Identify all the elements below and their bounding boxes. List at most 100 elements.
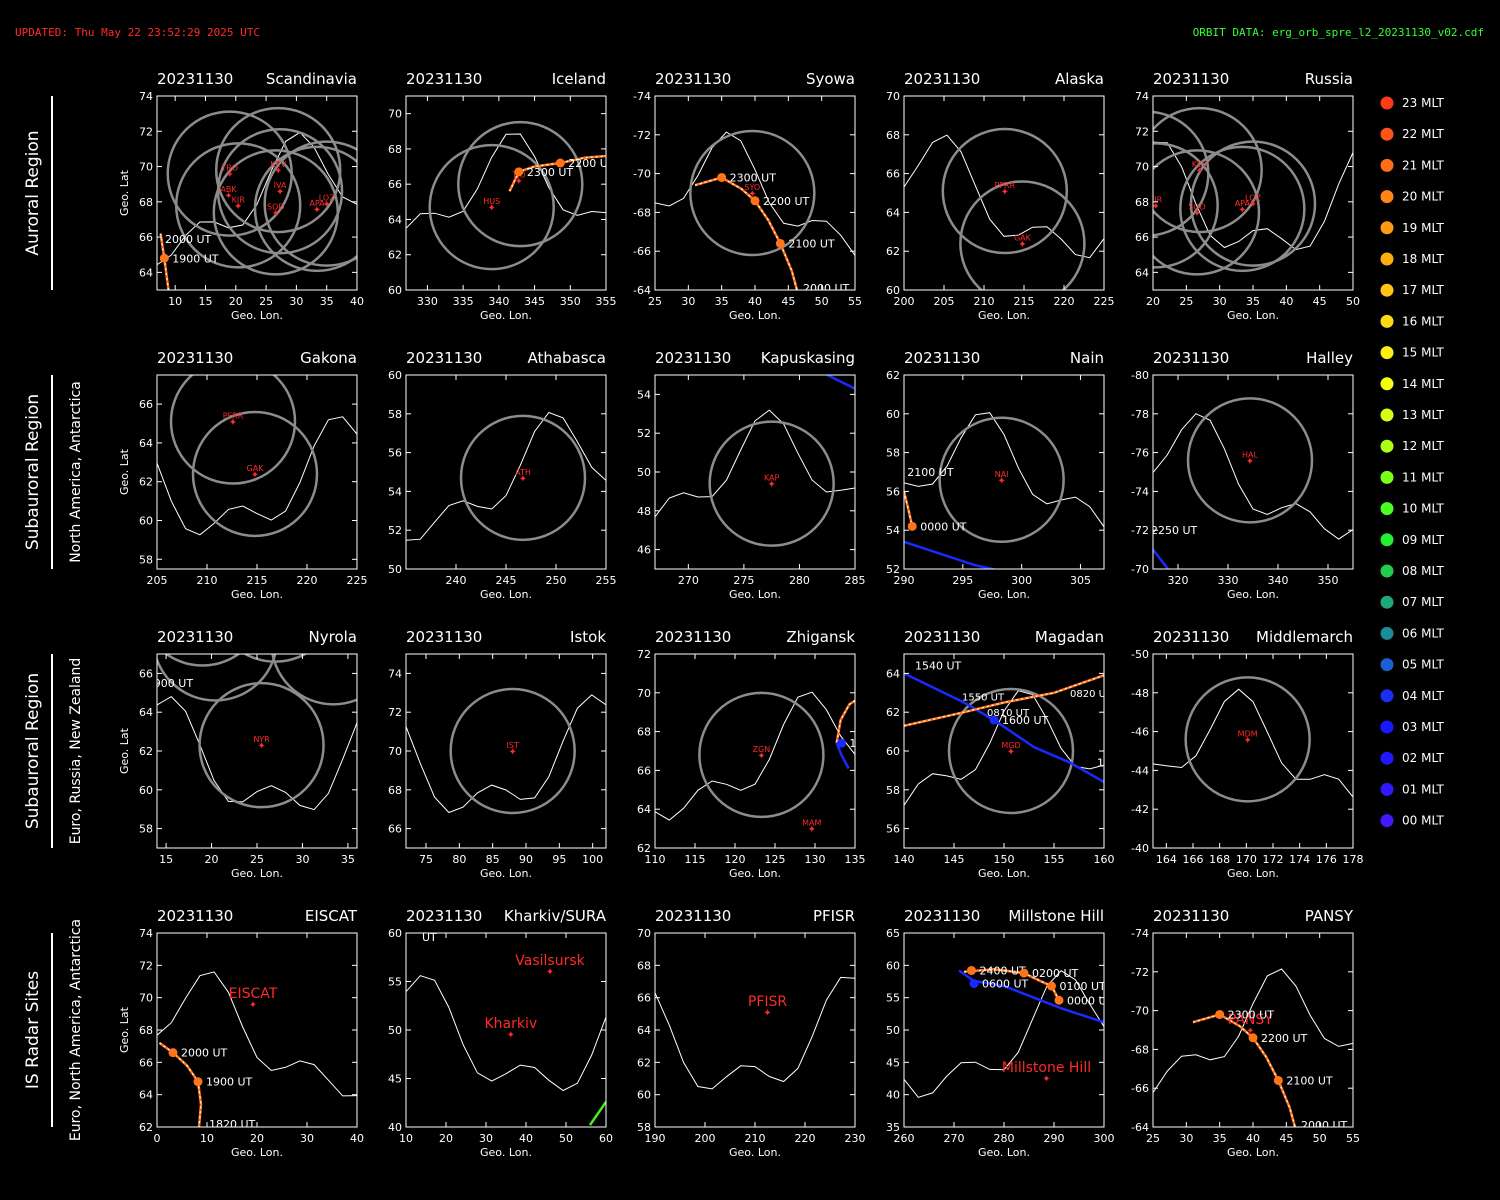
- x-tick-label: 260: [894, 1132, 915, 1145]
- y-tick-label: 35: [886, 1121, 900, 1134]
- coastline: [406, 694, 606, 814]
- legend-label: 02 MLT: [1402, 751, 1444, 765]
- x-tick-label: 225: [1094, 295, 1115, 308]
- x-tick-label: 335: [453, 295, 474, 308]
- y-tick-label: 62: [637, 842, 651, 855]
- x-tick-label: 220: [795, 1132, 816, 1145]
- x-tick-label: 205: [934, 295, 955, 308]
- legend-item: 14 MLT: [1380, 377, 1444, 391]
- station-marker: ✦: [515, 177, 523, 188]
- row-label-group: Subauroral Region North America, Antarcti…: [23, 375, 84, 569]
- station-marker: ✦: [224, 191, 232, 202]
- coastline: [157, 971, 357, 1097]
- satellite-track-orange-dots: [904, 674, 1104, 727]
- y-axis-label: Geo. Lat: [118, 727, 131, 774]
- y-tick-label: 60: [886, 408, 900, 421]
- x-tick-label: 220: [1054, 295, 1075, 308]
- station-label: KEV: [1192, 160, 1208, 169]
- panel-title: PANSY: [1305, 907, 1354, 925]
- station-label: LOZ: [319, 194, 335, 203]
- satellite-track-blue: [835, 742, 850, 770]
- panel-title: Gakona: [300, 349, 357, 367]
- x-tick-label: 100: [582, 853, 603, 866]
- map-panel: 20231130 Athabasca ✦ATH 240 245 250 255 50 52 54 5…: [388, 349, 617, 601]
- legend-label: 19 MLT: [1402, 221, 1444, 235]
- y-tick-label: 48: [637, 505, 651, 518]
- fov-circle: [164, 654, 241, 667]
- panel-title: PFISR: [813, 907, 855, 925]
- panel-plot-area: ✦KIR✦SOD✦KEV✦LOZ✦APA: [1149, 106, 1353, 276]
- x-tick-label: 40: [350, 1132, 364, 1145]
- station-marker: ✦: [234, 201, 242, 212]
- x-axis-label: Geo. Lon.: [978, 309, 1030, 322]
- panel-date: 20231130: [904, 907, 980, 925]
- x-tick-label: 340: [488, 295, 509, 308]
- x-tick-label: 245: [496, 574, 517, 587]
- x-tick-label: 320: [1168, 574, 1189, 587]
- x-tick-label: 40: [748, 295, 762, 308]
- x-tick-label: 220: [297, 574, 318, 587]
- row-label-group: Auroral Region: [23, 96, 53, 290]
- x-tick-label: 25: [648, 295, 662, 308]
- y-tick-label: 64: [139, 706, 153, 719]
- legend-swatch: [1380, 595, 1394, 609]
- x-tick-label: 275: [733, 574, 754, 587]
- station-label: KIR: [1149, 195, 1163, 204]
- fov-circle: [689, 129, 816, 257]
- y-tick-label: 70: [637, 927, 651, 940]
- map-panel: 20231130 Middlemarch ✦MDM 164 166 168 170 172 17…: [1131, 628, 1363, 880]
- x-axis-label: Geo. Lon.: [231, 867, 283, 880]
- coastline: [406, 133, 606, 229]
- panel-frame: [1152, 374, 1354, 570]
- station-label: APA: [1235, 199, 1251, 208]
- x-tick-label: 55: [848, 295, 862, 308]
- time-dot: [555, 158, 565, 168]
- x-tick-label: 45: [1279, 1132, 1293, 1145]
- station-marker: ✦: [276, 187, 284, 198]
- x-tick-label: 40: [350, 295, 364, 308]
- time-label: 2100 UT: [788, 237, 835, 250]
- satellite-track-dots: [963, 968, 1060, 1001]
- x-tick-label: 30: [300, 1132, 314, 1145]
- legend-swatch: [1380, 96, 1394, 110]
- panel-frame: [654, 374, 856, 570]
- x-tick-label: 50: [815, 295, 829, 308]
- x-tick-label: 35: [715, 295, 729, 308]
- y-tick-label: 68: [139, 1024, 153, 1037]
- time-dot: [1273, 1075, 1283, 1085]
- y-tick-label: 50: [886, 1024, 900, 1037]
- row-label-group: IS Radar Sites Euro, North America, Antar…: [23, 919, 84, 1141]
- station-label: NYR: [253, 735, 270, 744]
- time-label: 2000 UT: [1301, 1119, 1348, 1132]
- x-tick-label: 30: [289, 295, 303, 308]
- fov-circle: [938, 416, 1065, 544]
- fov-circle: [1153, 149, 1261, 276]
- station-marker: ✦: [508, 747, 516, 758]
- time-dot: [1248, 1033, 1258, 1043]
- station-label: APA: [309, 199, 325, 208]
- y-tick-label: 40: [388, 1121, 402, 1134]
- legend-item: 08 MLT: [1380, 564, 1444, 578]
- x-tick-label: 20: [229, 295, 243, 308]
- y-tick-label: -72: [1131, 524, 1149, 537]
- panel-plot-area: ✦HAL 2250 UT: [1153, 397, 1353, 569]
- legend-label: 10 MLT: [1402, 502, 1444, 516]
- panel-title: Kapuskasing: [761, 349, 855, 367]
- map-panel: 20231130 Istok ✦IST 75 80 85 90 95 100 66 68 70 72 74…: [388, 628, 607, 880]
- y-tick-label: 70: [139, 161, 153, 174]
- x-tick-label: 0: [154, 1132, 161, 1145]
- y-tick-label: 72: [1135, 125, 1149, 138]
- y-tick-label: -68: [1131, 1043, 1149, 1056]
- y-tick-label: 66: [388, 823, 402, 836]
- coastline: [904, 412, 1104, 528]
- time-dot: [989, 715, 999, 725]
- legend-item: 10 MLT: [1380, 502, 1444, 516]
- y-tick-label: 60: [388, 927, 402, 940]
- fov-circle: [708, 420, 835, 547]
- y-tick-label: 62: [139, 745, 153, 758]
- y-axis-label: Geo. Lat: [118, 1006, 131, 1053]
- x-tick-label: 290: [1044, 1132, 1065, 1145]
